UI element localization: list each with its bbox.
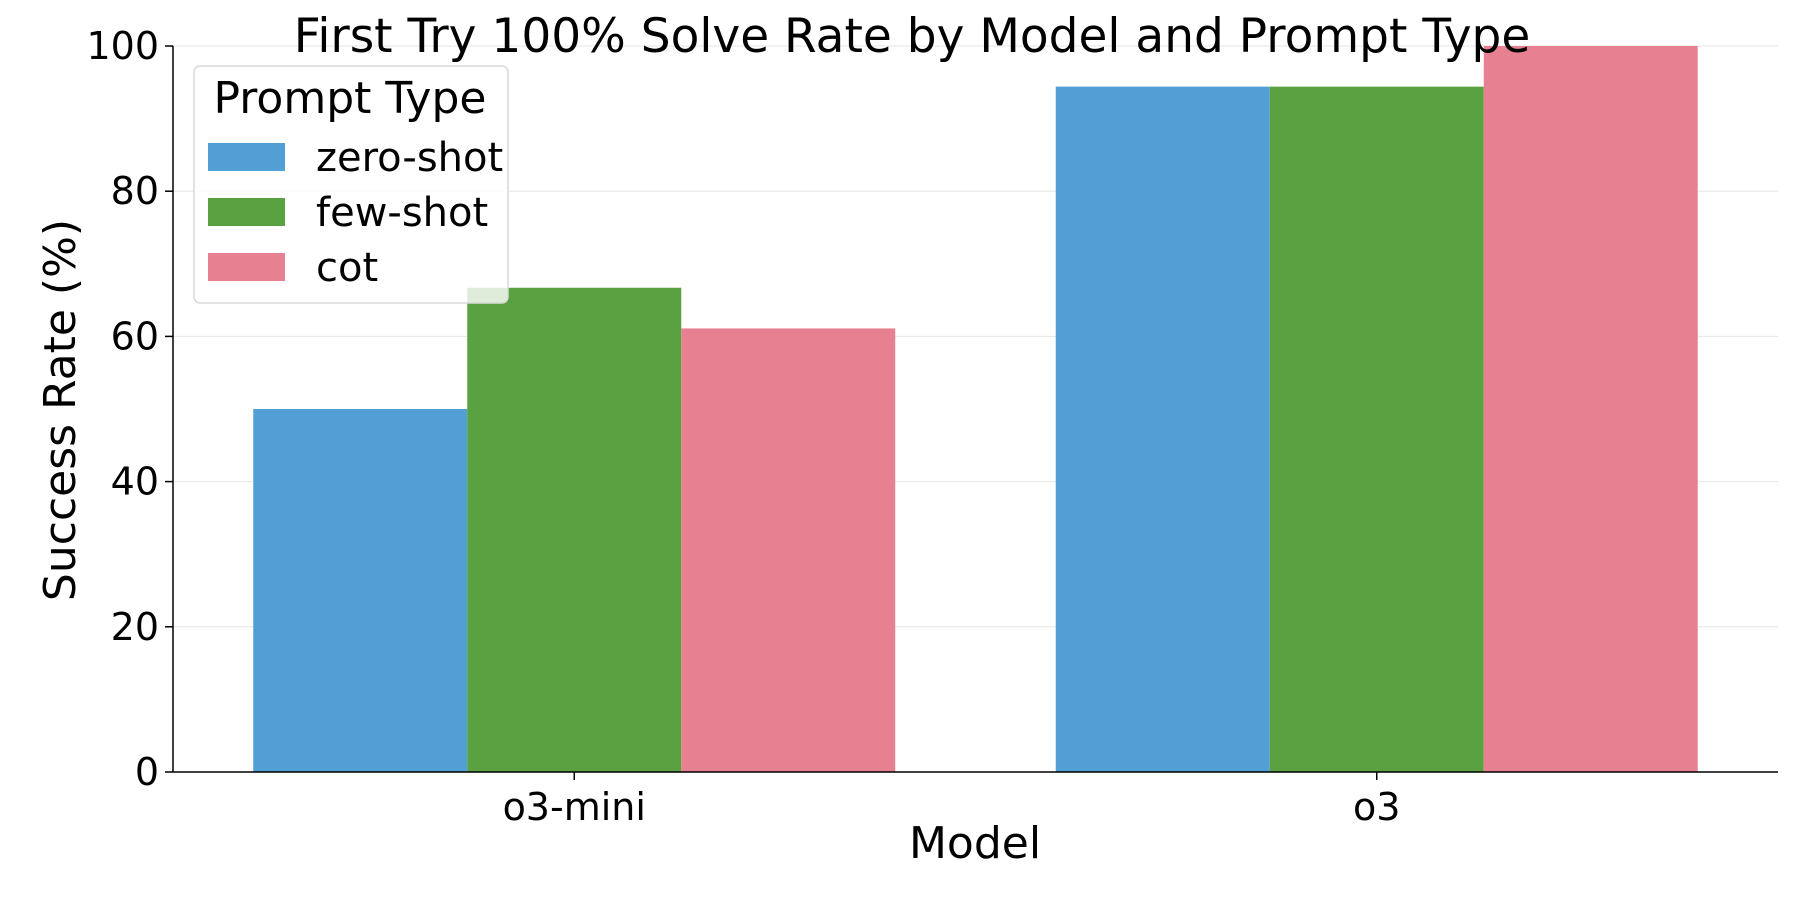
bar-cot-o3 [1483, 46, 1698, 772]
legend-swatch-cot [208, 253, 285, 281]
bars [253, 46, 1698, 772]
y-tick-label: 20 [111, 605, 159, 649]
legend-title: Prompt Type [214, 73, 487, 124]
legend-label-few-shot: few-shot [316, 190, 488, 236]
legend: Prompt Type zero-shot few-shot cot [193, 65, 509, 304]
legend-swatch-few-shot [208, 198, 285, 226]
chart-title: First Try 100% Solve Rate by Model and P… [294, 9, 1531, 64]
y-tick-label: 60 [111, 314, 159, 358]
y-tick-label: 40 [111, 460, 159, 504]
x-tick-label: o3 [1353, 785, 1400, 829]
bar-zero-shot-o3 [1055, 86, 1270, 772]
x-ticks: o3-mini o3 [503, 772, 1400, 829]
bar-few-shot-o3-mini [467, 287, 682, 772]
legend-label-cot: cot [316, 245, 378, 291]
legend-items: zero-shot few-shot cot [208, 135, 503, 291]
bar-few-shot-o3 [1269, 86, 1484, 772]
legend-swatch-zero-shot [208, 143, 285, 171]
y-axis-label: Success Rate (%) [35, 219, 86, 601]
axes [172, 46, 1778, 773]
y-tick-label: 80 [111, 169, 159, 213]
legend-box [193, 65, 509, 304]
y-tick-label: 100 [86, 24, 159, 68]
y-ticks: 0 20 40 60 80 100 [86, 24, 173, 794]
x-tick-label: o3-mini [503, 785, 646, 829]
bar-zero-shot-o3-mini [253, 409, 468, 772]
x-axis-label: Model [909, 818, 1041, 869]
bar-cot-o3-mini [681, 328, 896, 772]
legend-label-zero-shot: zero-shot [316, 135, 503, 181]
y-tick-label: 0 [135, 750, 159, 794]
